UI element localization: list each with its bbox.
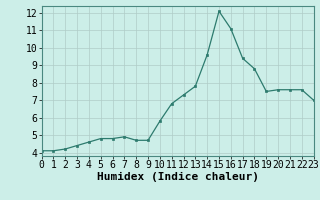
X-axis label: Humidex (Indice chaleur): Humidex (Indice chaleur) xyxy=(97,172,259,182)
